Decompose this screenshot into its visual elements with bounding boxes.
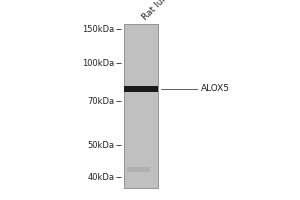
Text: Rat lung: Rat lung	[141, 0, 174, 22]
Text: 50kDa: 50kDa	[88, 140, 115, 149]
Bar	[127, 166, 150, 172]
Text: 100kDa: 100kDa	[82, 58, 115, 68]
Text: 70kDa: 70kDa	[87, 97, 115, 106]
Text: ALOX5: ALOX5	[201, 84, 230, 93]
Text: 150kDa: 150kDa	[82, 24, 115, 33]
Bar	[124, 86, 158, 92]
Text: 40kDa: 40kDa	[88, 172, 115, 182]
Bar	[124, 24, 158, 188]
